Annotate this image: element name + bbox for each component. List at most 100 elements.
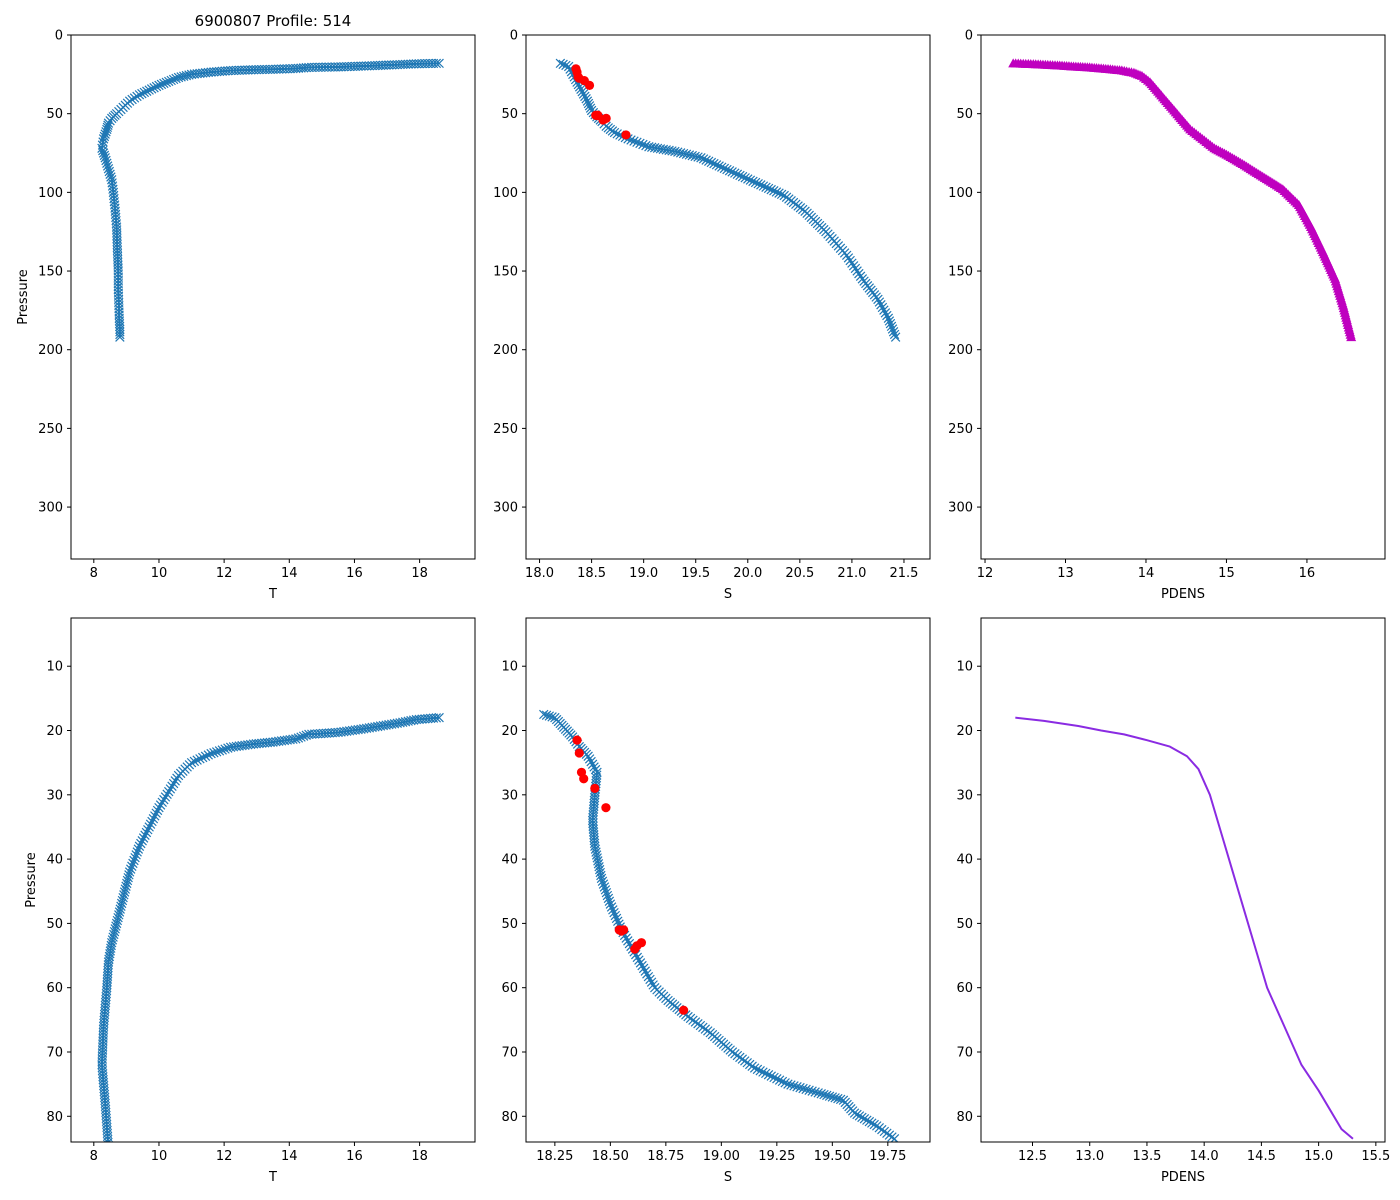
data-point-marker xyxy=(888,327,899,337)
data-point-marker xyxy=(876,300,886,310)
data-point-marker xyxy=(681,149,692,159)
data-point-marker xyxy=(106,172,116,182)
data-point-marker xyxy=(116,898,127,909)
data-point-marker xyxy=(154,80,164,91)
data-point-marker xyxy=(673,147,683,157)
data-point-marker xyxy=(107,1183,116,1192)
data-point-marker xyxy=(877,302,888,313)
data-point-marker xyxy=(889,329,900,340)
y-tick-label: 40 xyxy=(956,853,973,868)
flagged-point xyxy=(574,748,584,758)
axes-frame xyxy=(70,617,476,1143)
data-point-marker xyxy=(171,73,181,84)
data-point-marker xyxy=(822,1090,832,1101)
data-point-marker xyxy=(646,977,657,987)
data-point-marker xyxy=(558,59,568,70)
data-point-marker xyxy=(690,151,700,162)
data-point-marker xyxy=(804,1085,814,1095)
data-point-marker xyxy=(590,764,601,775)
data-point-marker xyxy=(590,841,600,851)
data-point-marker xyxy=(203,750,214,760)
y-tick-label: 20 xyxy=(956,724,973,739)
data-point-marker xyxy=(608,905,618,915)
data-point-marker xyxy=(591,850,602,860)
y-tick-label: 30 xyxy=(956,788,973,803)
data-point-marker xyxy=(758,1067,768,1077)
data-point-marker xyxy=(307,729,317,739)
data-point-marker xyxy=(696,153,706,163)
data-point-marker xyxy=(737,171,748,182)
data-point-marker xyxy=(110,924,120,934)
y-tick-label: 150 xyxy=(948,265,973,280)
data-point-marker xyxy=(151,81,162,92)
data-point-marker xyxy=(304,729,314,740)
flagged-point xyxy=(572,735,582,745)
data-point-marker xyxy=(667,146,677,156)
data-point-marker xyxy=(155,800,166,810)
series-line xyxy=(101,716,440,1142)
data-point-marker xyxy=(609,907,619,918)
data-point-marker xyxy=(807,1086,817,1096)
data-point-marker xyxy=(610,910,621,921)
data-point-marker xyxy=(154,802,164,813)
data-point-marker xyxy=(225,742,236,752)
data-point-marker xyxy=(137,836,147,846)
data-point-marker xyxy=(104,166,115,177)
data-point-marker xyxy=(137,88,147,99)
data-point-marker xyxy=(594,861,604,872)
data-point-marker xyxy=(109,926,120,937)
data-point-marker xyxy=(539,709,549,720)
data-point-marker xyxy=(843,253,854,263)
x-tick-label: 8 xyxy=(90,1149,98,1164)
data-point-marker xyxy=(103,1137,113,1142)
plot-area xyxy=(97,712,444,1192)
data-point-marker xyxy=(864,1116,875,1127)
data-point-marker xyxy=(835,1094,846,1105)
data-point-marker xyxy=(693,152,703,162)
data-point-marker xyxy=(658,144,669,155)
x-tick-label: 14 xyxy=(281,566,298,581)
y-tick-label: 10 xyxy=(956,660,973,675)
x-axis-label: S xyxy=(724,1170,732,1185)
data-point-marker xyxy=(623,936,633,946)
y-tick-label: 40 xyxy=(46,853,63,868)
x-tick-label: 18.25 xyxy=(536,1149,573,1164)
y-tick-label: 60 xyxy=(46,981,63,996)
y-tick-label: 0 xyxy=(510,29,518,44)
data-point-marker xyxy=(197,752,208,763)
x-tick-label: 10 xyxy=(151,1149,168,1164)
data-point-marker xyxy=(854,1111,865,1121)
data-point-marker xyxy=(103,164,114,174)
y-tick-label: 50 xyxy=(46,917,63,932)
data-point-marker xyxy=(830,1093,840,1103)
x-tick-label: 21.5 xyxy=(889,566,918,581)
data-point-marker xyxy=(217,745,227,755)
data-point-marker xyxy=(147,816,157,827)
data-point-marker xyxy=(724,165,735,176)
data-point-marker xyxy=(106,1171,115,1180)
axes-frame xyxy=(70,34,476,560)
data-point-marker xyxy=(115,904,125,914)
x-tick-label: 13.0 xyxy=(1075,1149,1104,1164)
data-point-marker xyxy=(112,915,123,926)
y-tick-label: 200 xyxy=(493,343,518,358)
flagged-point xyxy=(636,938,647,948)
data-point-marker xyxy=(783,1079,793,1089)
data-point-marker xyxy=(655,144,666,154)
x-tick-label: 19.0 xyxy=(629,566,658,581)
data-point-marker xyxy=(120,884,131,894)
data-point-marker xyxy=(701,155,711,165)
data-point-marker xyxy=(750,177,761,188)
data-point-marker xyxy=(132,847,142,857)
data-point-marker xyxy=(589,762,599,772)
data-point-marker xyxy=(148,813,159,824)
data-point-marker xyxy=(130,852,140,863)
x-axis-label: PDENS xyxy=(1161,1170,1205,1185)
data-point-marker xyxy=(167,781,177,791)
data-point-marker xyxy=(587,759,598,769)
data-point-marker xyxy=(118,892,128,903)
data-point-marker xyxy=(172,773,182,783)
data-point-marker xyxy=(117,895,128,906)
data-point-marker xyxy=(884,316,895,326)
y-tick-label: 100 xyxy=(38,186,63,201)
